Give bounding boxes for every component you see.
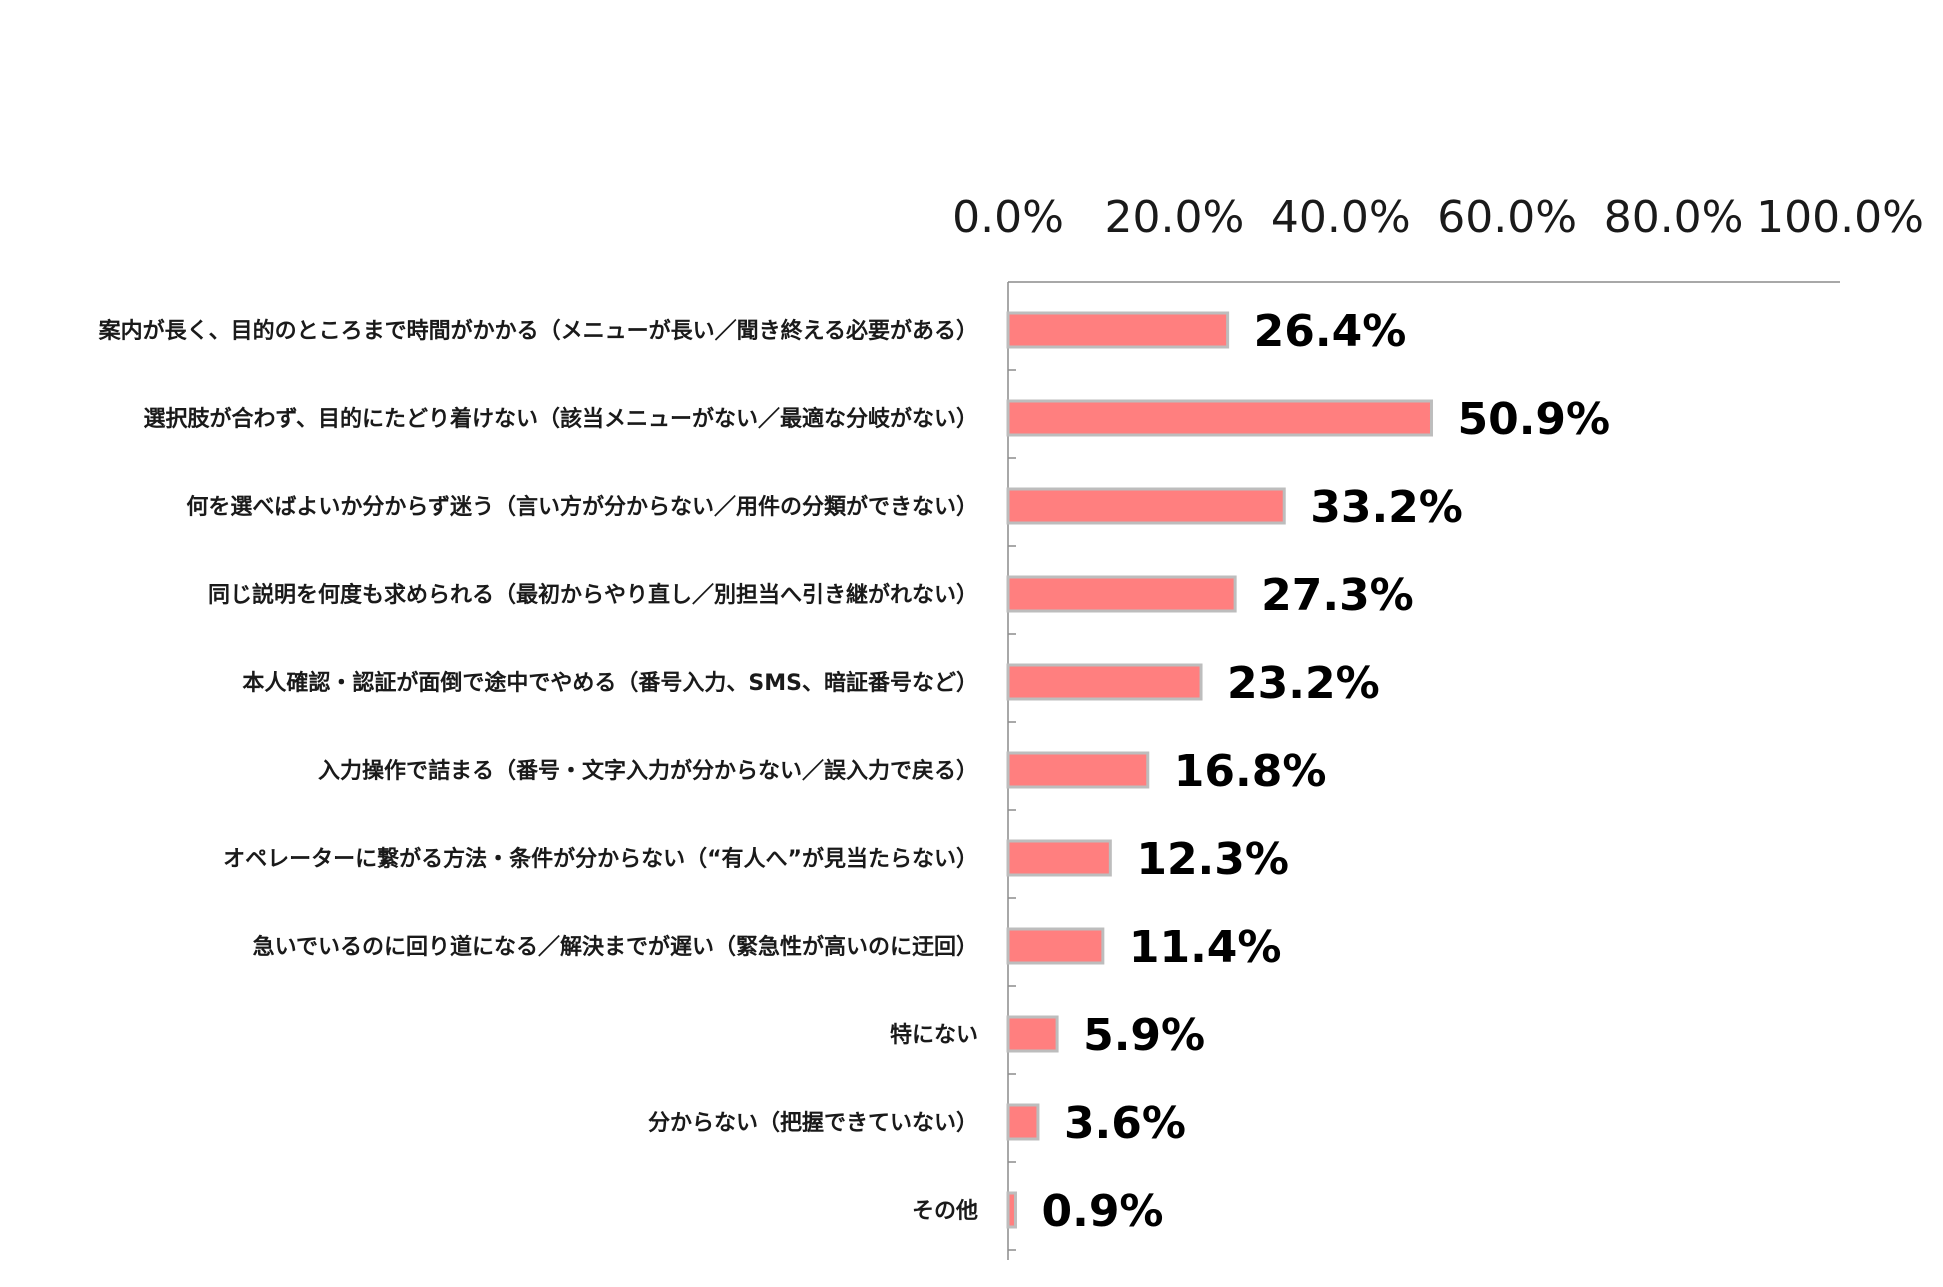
category-label: オペレーターに繋がる方法・条件が分からない（“有人へ”が見当たらない） bbox=[223, 846, 978, 872]
category-label: 特にない bbox=[890, 1022, 978, 1048]
data-label: 50.9% bbox=[1457, 394, 1610, 445]
data-label: 0.9% bbox=[1041, 1186, 1163, 1237]
category-label: その他 bbox=[912, 1199, 978, 1224]
bar bbox=[1006, 1015, 1059, 1053]
data-label: 26.4% bbox=[1254, 306, 1407, 357]
category-label: 急いでいるのに回り道になる／解決までが遅い（緊急性が高いのに迂回） bbox=[253, 934, 978, 960]
x-tick-label: 40.0% bbox=[1271, 192, 1411, 243]
category-label: 選択肢が合わず、目的にたどり着けない（該当メニューがない／最適な分岐がない） bbox=[144, 406, 978, 432]
x-tick-label: 60.0% bbox=[1437, 192, 1577, 243]
x-axis-ticks: 0.0% 20.0% 40.0% 60.0% 80.0% 100.0% bbox=[952, 192, 1924, 243]
bar bbox=[1006, 399, 1433, 437]
bar bbox=[1006, 487, 1286, 525]
category-labels: 案内が長く、目的のところまで時間がかかる（メニューが長い／聞き終える必要がある）… bbox=[98, 318, 978, 1224]
category-label: 何を選べばよいか分からず迷う（言い方が分からない／用件の分類ができない） bbox=[186, 494, 978, 520]
bar bbox=[1006, 575, 1237, 613]
bar bbox=[1006, 311, 1230, 349]
x-tick-label: 80.0% bbox=[1604, 192, 1744, 243]
category-label: 本人確認・認証が面倒で途中でやめる（番号入力、SMS、暗証番号など） bbox=[242, 670, 978, 696]
data-label: 16.8% bbox=[1174, 746, 1327, 797]
bar bbox=[1006, 927, 1105, 965]
bar bbox=[1006, 1191, 1017, 1229]
data-label: 33.2% bbox=[1310, 482, 1463, 533]
data-label: 5.9% bbox=[1083, 1010, 1205, 1061]
data-labels: 26.4% 50.9% 33.2% 27.3% 23.2% 16.8% 12.3% 11.4%… bbox=[1041, 306, 1610, 1237]
bar bbox=[1006, 1103, 1040, 1141]
data-label: 12.3% bbox=[1136, 834, 1289, 885]
data-label: 11.4% bbox=[1129, 922, 1282, 973]
data-label: 27.3% bbox=[1261, 570, 1414, 621]
bars bbox=[1006, 311, 1433, 1229]
bar bbox=[1006, 751, 1150, 789]
bar bbox=[1006, 839, 1112, 877]
data-label: 3.6% bbox=[1064, 1098, 1186, 1149]
x-tick-label: 100.0% bbox=[1756, 192, 1924, 243]
category-label: 分からない（把握できていない） bbox=[648, 1110, 978, 1136]
category-label: 同じ説明を何度も求められる（最初からやり直し／別担当へ引き継がれない） bbox=[208, 582, 978, 608]
x-tick-label: 20.0% bbox=[1105, 192, 1245, 243]
bar bbox=[1006, 663, 1203, 701]
x-tick-label: 0.0% bbox=[952, 192, 1064, 243]
category-label: 案内が長く、目的のところまで時間がかかる（メニューが長い／聞き終える必要がある） bbox=[98, 318, 978, 344]
category-label: 入力操作で詰まる（番号・文字入力が分からない／誤入力で戻る） bbox=[318, 758, 978, 784]
data-label: 23.2% bbox=[1227, 658, 1380, 709]
